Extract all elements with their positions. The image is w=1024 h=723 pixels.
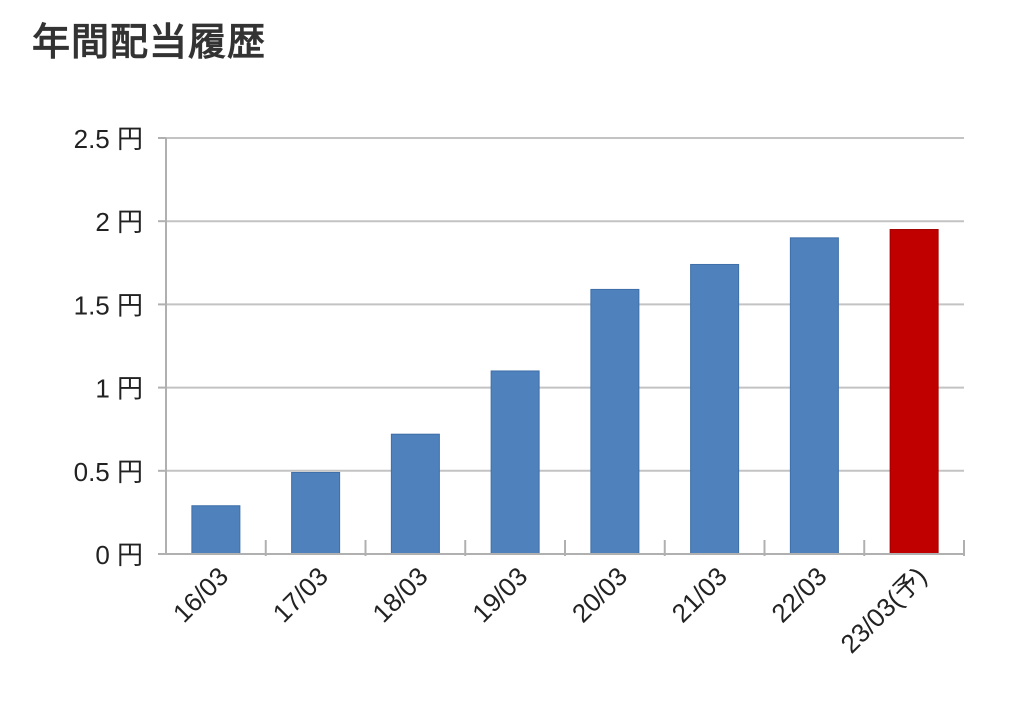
x-tick-label: 17/03 bbox=[267, 561, 334, 628]
bar-21-03 bbox=[690, 263, 740, 555]
bars bbox=[191, 229, 939, 555]
y-tick-labels: 0 円 0.5 円 1 円 1.5 円 2 円 2.5 円 bbox=[74, 124, 143, 570]
x-tick-label: 19/03 bbox=[466, 561, 533, 628]
x-tick-label: 23/03(予) bbox=[835, 561, 933, 659]
y-tick-label: 0.5 円 bbox=[74, 457, 143, 487]
x-tick-labels: 16/03 17/03 18/03 19/03 20/03 21/03 22/03 23/03… bbox=[167, 561, 932, 659]
gridlines bbox=[166, 137, 964, 472]
x-tick-label: 21/03 bbox=[666, 561, 733, 628]
bar-19-03 bbox=[490, 370, 540, 555]
chart-title: 年間配当履歴 bbox=[32, 20, 267, 64]
y-tick-label: 0 円 bbox=[95, 540, 143, 570]
x-tick-label: 16/03 bbox=[167, 561, 234, 628]
y-tick-label: 1.5 円 bbox=[74, 290, 143, 320]
bar-22-03 bbox=[789, 237, 839, 555]
y-tick-label: 2 円 bbox=[95, 207, 143, 237]
bar-18-03 bbox=[390, 433, 440, 555]
bar-20-03 bbox=[590, 288, 640, 555]
x-tick-label: 20/03 bbox=[566, 561, 633, 628]
x-tick-label: 22/03 bbox=[765, 561, 832, 628]
bar-23-03- bbox=[889, 229, 939, 555]
bar-17-03 bbox=[291, 471, 341, 555]
y-tick-label: 1 円 bbox=[95, 374, 143, 404]
x-tick-label: 18/03 bbox=[366, 561, 433, 628]
axes bbox=[158, 137, 965, 556]
y-tick-label: 2.5 円 bbox=[74, 124, 143, 154]
bar-16-03 bbox=[191, 505, 241, 555]
